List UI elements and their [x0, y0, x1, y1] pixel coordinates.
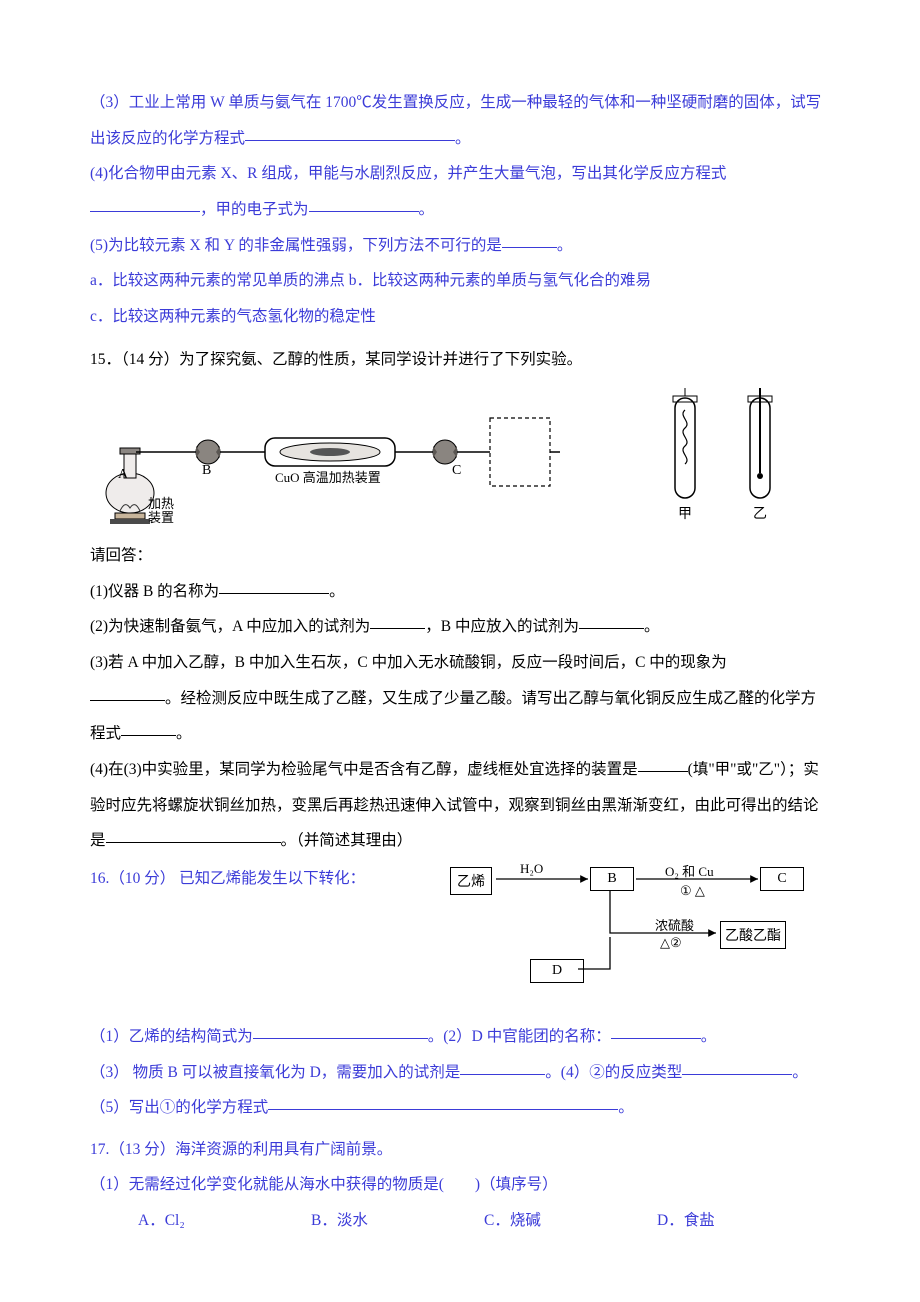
apparatus-svg: A 加热 装置 B CuO 高温加热装置 [90, 408, 560, 528]
q15-stem: 15．（14 分）为了探究氨、乙醇的性质，某同学设计并进行了下列实验。 [90, 342, 830, 378]
q16-p2: （3） 物质 B 可以被直接氧化为 D，需要加入的试剂是 。(4）②的反应类型 。 [90, 1055, 830, 1091]
q14-opt-c: c．比较这两种元素的气态氢化物的稳定性 [90, 299, 830, 335]
blank-q15-2b [579, 613, 644, 630]
q15-3a: (3)若 A 中加入乙醇，B 中加入生石灰，C 中加入无水硫酸铜，反应一段时间后… [90, 654, 727, 671]
q15-2a: (2)为快速制备氨气，A 中应加入的试剂为 [90, 618, 370, 635]
q17-p1: （1）无需经过化学变化就能从海水中获得的物质是( )（填序号） [90, 1167, 830, 1203]
q15-1-text: (1)仪器 B 的名称为 [90, 583, 219, 600]
lbl-o2cu: O₂ 和 Cu [665, 861, 714, 880]
q15-4-tail: 。（并简述其理由） [281, 832, 413, 849]
svg-text:装置: 装置 [148, 510, 174, 525]
q15-p4: (4)在(3)中实验里，某同学为检验尾气中是否含有乙醇，虚线框处宜选择的装置是(… [90, 752, 830, 859]
q15-p3: (3)若 A 中加入乙醇，B 中加入生石灰，C 中加入无水硫酸铜，反应一段时间后… [90, 645, 830, 752]
q16-flowchart: 乙烯 B C 乙酸乙酯 D H₂O O₂ 和 Cu ① △ [450, 859, 830, 999]
flow-arrows [450, 859, 820, 999]
blank-q16-1b [611, 1022, 701, 1039]
q15-p1: (1)仪器 B 的名称为 。 [90, 574, 830, 610]
q16-3: （5）写出①的化学方程式 [90, 1099, 268, 1116]
q15-4a: (4)在(3)中实验里，某同学为检验尾气中是否含有乙醇，虚线框处宜选择的装置是 [90, 761, 638, 778]
blank-q14-3 [245, 124, 455, 141]
q15-3b: 。经检测反应中既生成了乙醛，又生成了少量乙酸。请写出乙醇与氧化铜反应生成乙醛的化… [90, 690, 816, 743]
q14-part5: (5)为比较元素 X 和 Y 的非金属性强弱，下列方法不可行的是 。 [90, 228, 830, 264]
q16-stem: 16.（10 分） 已知乙烯能发生以下转化： [90, 861, 450, 897]
q14-4-text-a: (4)化合物甲由元素 X、R 组成，甲能与水剧烈反应，并产生大量气泡，写出其化学… [90, 165, 726, 182]
svg-text:CuO 高温加热装置: CuO 高温加热装置 [275, 470, 381, 485]
q14-5-tail: 。 [557, 237, 573, 254]
q16-p3: （5）写出①的化学方程式 。 [90, 1090, 830, 1126]
q14-4-text-b: ，甲的电子式为 [200, 201, 309, 218]
blank-q14-4b [309, 195, 419, 212]
q17-opt-a: A．Cl₂ [138, 1203, 311, 1239]
q16-p1: （1）乙烯的结构简式为 。(2）D 中官能团的名称： 。 [90, 1019, 830, 1055]
q15-answer-head: 请回答： [90, 538, 830, 574]
q16-1-tail: 。 [701, 1028, 717, 1045]
q15-2b: ，B 中应放入的试剂为 [425, 618, 579, 635]
svg-text:加热: 加热 [148, 496, 174, 511]
q16-wrap: 16.（10 分） 已知乙烯能发生以下转化： 乙烯 B C 乙酸乙酯 D [90, 859, 830, 999]
lbl-delta2: △② [660, 935, 682, 951]
exam-page: （3）工业上常用 W 单质与氨气在 1700℃发生置换反应，生成一种最轻的气体和… [0, 0, 920, 1299]
q17-opt-d: D．食盐 [657, 1203, 830, 1239]
blank-q14-5 [502, 231, 557, 248]
lbl-delta1: ① △ [680, 883, 705, 899]
q15-1-tail: 。 [329, 583, 345, 600]
blank-q15-4b [106, 827, 281, 844]
blank-q14-4a [90, 195, 200, 212]
q14-3-tail: 。 [455, 130, 471, 147]
svg-text:A: A [118, 467, 129, 482]
blank-q16-2a [460, 1058, 545, 1075]
blank-q16-1a [253, 1022, 428, 1039]
q14-part3: （3）工业上常用 W 单质与氨气在 1700℃发生置换反应，生成一种最轻的气体和… [90, 85, 830, 156]
blank-q15-4top [638, 755, 688, 772]
q16-1a: （1）乙烯的结构简式为 [90, 1028, 253, 1045]
q14-opts-ab: a．比较这两种元素的常见单质的沸点 b．比较这两种元素的单质与氢气化合的难易 [90, 263, 830, 299]
q14-5-text: (5)为比较元素 X 和 Y 的非金属性强弱，下列方法不可行的是 [90, 237, 502, 254]
q14-4-tail: 。 [419, 201, 435, 218]
q15-diagram: A 加热 装置 B CuO 高温加热装置 [90, 388, 830, 528]
tubes-svg: 甲 乙 [650, 388, 800, 528]
q16-2a: （3） 物质 B 可以被直接氧化为 D，需要加入的试剂是 [90, 1064, 460, 1081]
svg-text:乙: 乙 [753, 506, 767, 522]
lbl-h2so4: 浓硫酸 [655, 915, 694, 934]
q15-2-tail: 。 [644, 618, 660, 635]
blank-q16-3 [268, 1094, 618, 1111]
q15-p2: (2)为快速制备氨气，A 中应加入的试剂为 ，B 中应放入的试剂为 。 [90, 609, 830, 645]
q14-part4: (4)化合物甲由元素 X、R 组成，甲能与水剧烈反应，并产生大量气泡，写出其化学… [90, 156, 830, 227]
blank-q16-2b [682, 1058, 792, 1075]
svg-text:甲: 甲 [678, 507, 692, 522]
lbl-h2o: H₂O [520, 861, 543, 877]
svg-text:B: B [202, 463, 211, 478]
q16-1b: 。(2）D 中官能团的名称： [428, 1028, 611, 1045]
q17-opt-b: B．淡水 [311, 1203, 484, 1239]
blank-q15-2a [370, 613, 425, 630]
blank-q15-3a [90, 684, 165, 701]
opt-indent [90, 1203, 138, 1239]
spacer [90, 999, 830, 1019]
q16-2-tail: 。 [792, 1064, 808, 1081]
q17-options: A．Cl₂ B．淡水 C．烧碱 D．食盐 [90, 1203, 830, 1239]
q16-3-tail: 。 [618, 1099, 634, 1116]
svg-text:C: C [452, 463, 461, 478]
blank-q15-3b [121, 720, 176, 737]
blank-q15-1 [219, 577, 329, 594]
q17-stem: 17.（13 分）海洋资源的利用具有广阔前景。 [90, 1132, 830, 1168]
q17-opt-c: C．烧碱 [484, 1203, 657, 1239]
q15-3-tail: 。 [176, 725, 192, 742]
q16-2b: 。(4）②的反应类型 [545, 1064, 682, 1081]
